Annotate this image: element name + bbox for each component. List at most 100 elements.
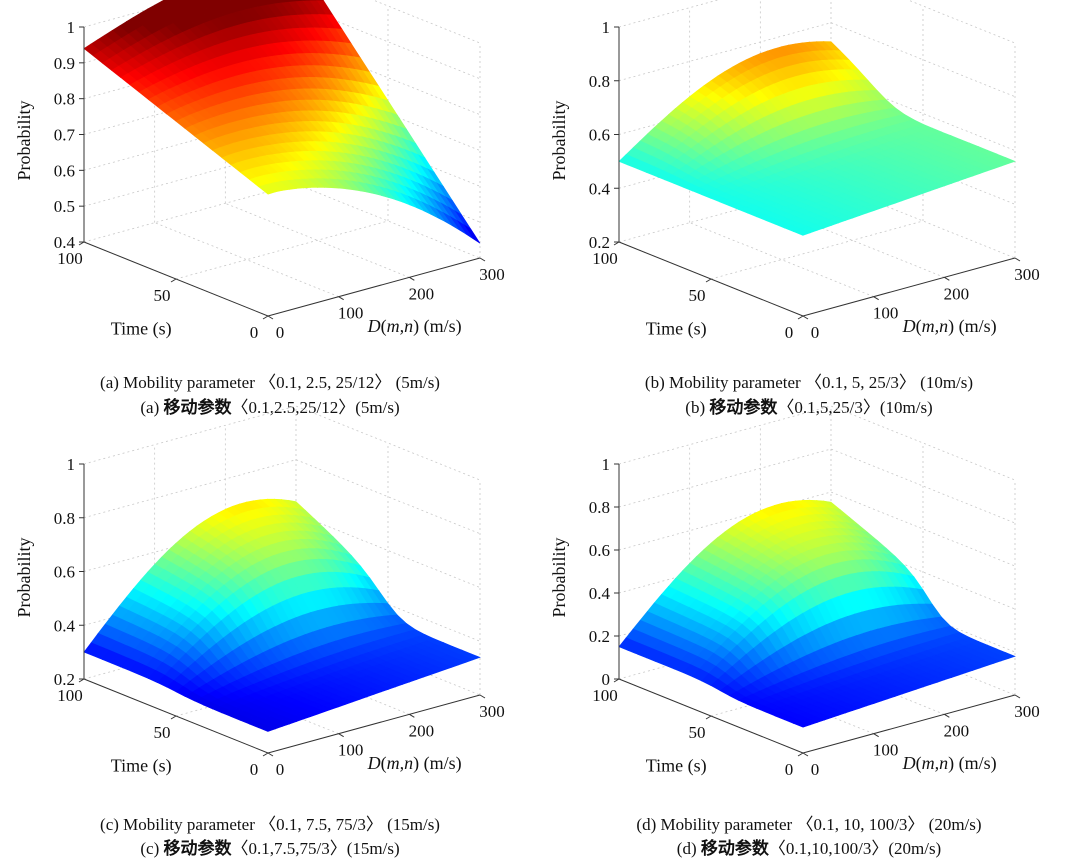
x-tick-label: 300	[1014, 702, 1040, 721]
y-tick-label: 50	[689, 286, 706, 305]
caption-en-c: (c) Mobility parameter 〈0.1, 7.5, 75/3〉 …	[100, 815, 440, 834]
z-tick-label: 0.9	[54, 54, 75, 73]
caption-zh-rest-b: 〈0.1,5,25/3〉(10m/s)	[777, 398, 933, 417]
x-tick-mark	[944, 276, 950, 281]
x-tick-mark	[409, 713, 415, 718]
x-tick-mark	[479, 257, 486, 262]
caption-zh-d: (d) 移动参数〈0.1,10,100/3〉(20m/s)	[539, 837, 1071, 861]
surface-mesh	[83, 0, 481, 244]
x-axis-label-var: D	[367, 316, 381, 336]
z-tick-label: 0.4	[589, 179, 611, 198]
x-tick-label: 100	[338, 741, 364, 760]
x-axis-label-close: ) (m/s)	[948, 753, 997, 774]
surface-plot-c: 01002003000501000.20.40.60.81Probability…	[14, 405, 505, 779]
z-tick-label: 0.8	[589, 498, 610, 517]
axes: 01002003000501000.20.40.60.81Probability…	[549, 18, 1040, 342]
z-tick-label: 0.7	[54, 126, 76, 145]
caption-en-b: (b) Mobility parameter 〈0.1, 5, 25/3〉 (1…	[644, 373, 974, 392]
x-axis-label: D(m,n) (m/s)	[367, 316, 462, 337]
y-tick-label: 50	[154, 286, 171, 305]
z-tick-label: 0.2	[589, 627, 610, 646]
y-axis-label: Time (s)	[646, 756, 707, 777]
y-tick-mark	[170, 715, 177, 720]
x-tick-mark	[1014, 257, 1021, 262]
caption-zh-c: (c) 移动参数〈0.1,7.5,75/3〉(15m/s)	[0, 837, 540, 861]
x-tick-mark	[338, 733, 344, 738]
x-axis-label-open: (	[381, 753, 387, 774]
axes: 01002003000501000.40.50.60.70.80.91Proba…	[14, 18, 505, 342]
x-tick-label: 100	[873, 304, 899, 323]
grid-line-floor	[689, 222, 874, 298]
x-axis-label-var: D	[902, 753, 916, 773]
z-tick-label: 0.6	[54, 563, 75, 582]
surface-mesh	[83, 498, 481, 732]
surface-plot-d: 010020030005010000.20.40.60.81Probabilit…	[549, 405, 1040, 779]
x-axis-label-args: m,n	[387, 316, 414, 336]
z-tick-label: 0.6	[54, 161, 75, 180]
x-tick-mark	[802, 752, 809, 757]
x-axis-label-args: m,n	[922, 316, 949, 336]
z-axis-label: Probability	[549, 101, 569, 181]
z-tick-label: 0.8	[589, 72, 610, 91]
x-tick-label: 200	[409, 284, 435, 303]
caption-en-d: (d) Mobility parameter 〈0.1, 10, 100/3〉 …	[636, 815, 982, 834]
grid-line-floor	[710, 657, 924, 717]
z-tick-label: 1	[602, 18, 611, 37]
surface-plot-a: 01002003000501000.40.50.60.70.80.91Proba…	[14, 0, 505, 342]
surface-plot-b: 01002003000501000.20.40.60.81Probability…	[549, 0, 1040, 342]
x-tick-mark	[267, 752, 274, 757]
x-axis-label-args: m,n	[387, 753, 414, 773]
surface-mesh	[618, 499, 1016, 728]
axes: 010020030005010000.20.40.60.81Probabilit…	[549, 455, 1040, 779]
grid-line-floor	[154, 222, 339, 298]
z-tick-label: 1	[67, 18, 76, 37]
y-tick-label: 0	[250, 323, 259, 342]
x-tick-label: 300	[1014, 265, 1040, 284]
x-axis-label-close: ) (m/s)	[413, 316, 462, 337]
y-tick-mark	[705, 278, 712, 283]
axes: 01002003000501000.20.40.60.81Probability…	[14, 455, 505, 779]
surface-facet	[792, 720, 811, 728]
x-tick-label: 200	[944, 284, 970, 303]
grid-line-floor	[175, 220, 389, 280]
x-tick-mark	[338, 296, 344, 301]
x-axis-line	[802, 694, 1016, 754]
z-axis-label: Probability	[14, 101, 34, 181]
y-axis-label: Time (s)	[111, 756, 172, 777]
x-axis-line	[802, 257, 1016, 317]
grid-line-z	[618, 0, 1016, 44]
z-tick-label: 0.8	[54, 509, 75, 528]
z-axis-label: Probability	[14, 538, 34, 618]
y-tick-label: 0	[785, 323, 794, 342]
x-axis-label-args: m,n	[922, 753, 949, 773]
x-tick-mark	[802, 315, 809, 320]
x-tick-label: 200	[944, 721, 970, 740]
x-axis-label-close: ) (m/s)	[413, 753, 462, 774]
caption-zh-rest-d: 〈0.1,10,100/3〉(20m/s)	[768, 839, 942, 858]
z-tick-label: 0.2	[589, 233, 610, 252]
y-tick-label: 50	[154, 723, 171, 742]
y-tick-label: 100	[592, 249, 618, 268]
grid-line-floor	[225, 202, 410, 278]
x-axis-line	[267, 257, 481, 317]
x-tick-mark	[409, 276, 415, 281]
caption-zh-prefix-d: (d)	[676, 839, 697, 858]
x-tick-label: 300	[479, 702, 505, 721]
x-axis-label-close: ) (m/s)	[948, 316, 997, 337]
x-tick-label: 100	[338, 304, 364, 323]
y-tick-mark	[262, 752, 269, 757]
caption-zh-prefix-a: (a)	[140, 398, 160, 417]
y-tick-label: 100	[57, 686, 83, 705]
x-axis-label: D(m,n) (m/s)	[902, 753, 997, 774]
y-tick-label: 0	[250, 760, 259, 779]
chart-panel-c: 0 100 200 300 0 50 100 0.2 0.4 0.6 0.8 1 Probability…	[0, 405, 535, 867]
x-tick-mark	[479, 694, 486, 699]
y-tick-mark	[797, 315, 804, 320]
x-tick-label: 0	[811, 323, 820, 342]
caption-en-a: (a) Mobility parameter 〈0.1, 2.5, 25/12〉…	[100, 373, 440, 392]
x-axis-label-open: (	[916, 753, 922, 774]
z-tick-label: 0.4	[54, 616, 76, 635]
z-tick-label: 0.8	[54, 90, 75, 109]
z-tick-label: 0.4	[54, 233, 76, 252]
x-tick-mark	[1014, 694, 1021, 699]
